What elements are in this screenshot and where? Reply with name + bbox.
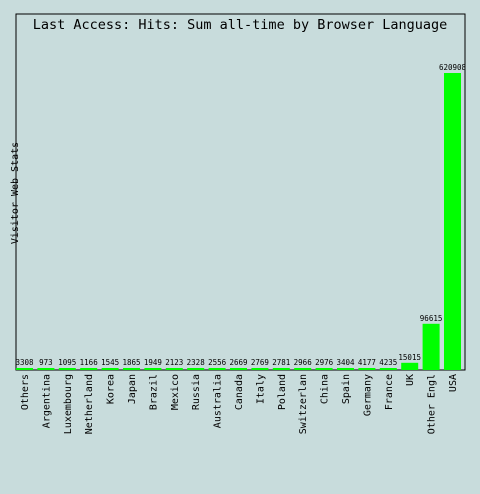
chart-title: Last Access: Hits: Sum all-time by Brows… (33, 17, 448, 33)
value-label-18: 15015 (398, 353, 421, 362)
value-label-1: 973 (39, 358, 53, 367)
tick-label-8: Russia (191, 374, 202, 410)
tick-label-11: Italy (255, 374, 266, 404)
tick-label-20: USA (448, 374, 459, 392)
tick-label-5: Japan (127, 374, 138, 404)
bar-17 (379, 368, 397, 370)
value-label-10: 2669 (229, 358, 247, 367)
value-label-5: 1865 (122, 358, 140, 367)
tick-label-6: Brazil (148, 374, 159, 410)
bar-7 (165, 368, 183, 370)
tick-label-4: Korea (106, 374, 117, 404)
tick-label-19: Other Engl (427, 374, 438, 434)
tick-label-3: Netherland (84, 374, 95, 434)
bar-1 (37, 368, 55, 370)
tick-labels-group: Others Argentina Luxembourg Netherland Korea… (20, 374, 459, 434)
value-label-15: 3404 (336, 358, 355, 367)
bar-18 (401, 362, 419, 370)
y-axis-label: Visitor Web Stats (10, 142, 21, 244)
value-label-12: 2781 (272, 358, 290, 367)
value-labels-group: 3308 973 1095 1166 1545 1865 1949 2123 2328 2556 2… (15, 63, 466, 367)
tick-label-18: UK (405, 374, 416, 386)
bar-10 (230, 368, 247, 370)
tick-label-13: Switzerlan (298, 374, 309, 434)
bar-4 (101, 368, 119, 370)
tick-label-14: China (320, 374, 331, 404)
value-label-14: 2976 (315, 358, 334, 367)
value-label-2: 1095 (58, 358, 76, 367)
bar-0 (16, 368, 33, 370)
bar-14 (315, 368, 333, 370)
tick-label-16: Germany (362, 374, 373, 416)
bar-3 (80, 368, 98, 370)
bar-6 (144, 368, 162, 370)
value-label-16: 4177 (358, 358, 376, 367)
value-label-0: 3308 (15, 358, 34, 367)
bar-11 (251, 368, 269, 370)
value-label-20: 620908 (439, 63, 467, 72)
tick-label-15: Spain (341, 374, 352, 404)
bar-2 (58, 368, 76, 370)
bar-8 (187, 368, 205, 370)
tick-label-17: France (384, 374, 395, 410)
bar-16 (358, 368, 376, 370)
tick-label-1: Argentina (41, 374, 52, 428)
value-label-19: 96615 (420, 314, 443, 323)
value-label-9: 2556 (208, 358, 227, 367)
value-label-6: 1949 (144, 358, 162, 367)
bar-15 (337, 368, 354, 370)
tick-label-10: Canada (234, 374, 245, 410)
value-label-7: 2123 (165, 358, 183, 367)
value-label-13: 2966 (294, 358, 313, 367)
value-label-8: 2328 (187, 358, 206, 367)
bars-group (16, 73, 461, 370)
value-label-3: 1166 (80, 358, 99, 367)
tick-label-2: Luxembourg (63, 374, 74, 434)
plot-frame (15, 13, 466, 371)
bar-20 (444, 73, 461, 370)
value-label-11: 2769 (251, 358, 269, 367)
bar-9 (208, 368, 226, 370)
tick-label-0: Others (20, 374, 31, 410)
tick-label-12: Poland (277, 374, 288, 410)
bar-12 (272, 368, 290, 370)
tick-label-9: Australia (213, 374, 224, 428)
bar-5 (123, 368, 140, 370)
tick-label-7: Mexico (170, 374, 181, 410)
value-label-4: 1545 (101, 358, 119, 367)
bar-19 (422, 323, 440, 370)
bar-13 (294, 368, 312, 370)
value-label-17: 4235 (379, 358, 397, 367)
